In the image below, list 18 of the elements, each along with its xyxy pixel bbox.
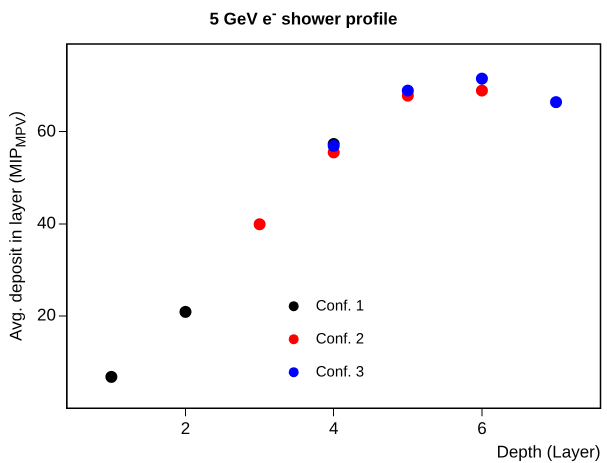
point xyxy=(179,306,192,318)
legend-label: Conf. 3 xyxy=(316,363,364,380)
point xyxy=(476,84,488,97)
legend-label: Conf. 2 xyxy=(316,330,364,348)
x-axis-title: Depth (Layer) xyxy=(496,442,600,462)
point xyxy=(254,218,266,230)
x-tick-label: 6 xyxy=(477,419,487,438)
y-tick-label: 20 xyxy=(36,306,56,325)
point xyxy=(476,72,488,85)
point xyxy=(402,84,414,97)
point xyxy=(550,96,562,108)
legend-label: Conf. 1 xyxy=(316,297,364,314)
x-tick-label: 2 xyxy=(180,419,190,438)
x-tick-label: 4 xyxy=(328,419,338,438)
y-tick-label: 40 xyxy=(36,213,56,232)
y-tick-label: 60 xyxy=(36,121,56,140)
point xyxy=(105,370,118,383)
chart-title: 5 GeV e$^{-}$ shower profile xyxy=(208,6,398,30)
